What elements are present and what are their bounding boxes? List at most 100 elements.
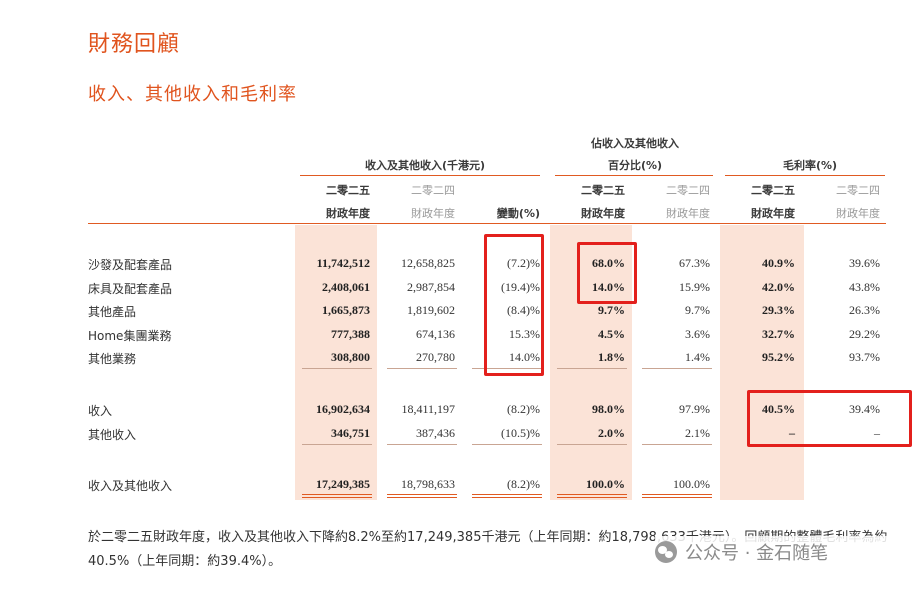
row-label: 沙發及配套產品 [88, 258, 173, 272]
subtotal-rule-rev-2024 [387, 368, 457, 369]
header-gm-2025-fy: 財政年度 [751, 207, 795, 220]
total-rule-rev-2025 [302, 444, 372, 445]
double-rule-pct-2025-a [557, 494, 627, 495]
cell-change: (8.4)% [507, 303, 540, 317]
section-title: 收入、其他收入和毛利率 [88, 84, 297, 105]
cell-gm-2024: – [874, 426, 880, 440]
cell-pct-2025: 4.5% [598, 327, 625, 341]
cell-rev-2025: 11,742,512 [316, 256, 370, 270]
double-rule-rev-2025-a [302, 494, 372, 495]
wechat-icon [655, 541, 677, 563]
header-rule [88, 223, 886, 224]
subtotal-rule-change [472, 368, 542, 369]
row-label: 其他收入 [88, 428, 137, 442]
total-rule-rev-2024 [387, 444, 457, 445]
cell-pct-2025: 9.7% [598, 303, 625, 317]
row-label: 其他產品 [88, 305, 137, 319]
header-gm-2024-fy: 財政年度 [836, 207, 880, 220]
shade-col-revenue-2025 [295, 225, 377, 500]
cell-change: (7.2)% [507, 256, 540, 270]
cell-pct-2024: 67.3% [679, 256, 710, 270]
cell-pct-2024: 3.6% [685, 327, 710, 341]
header-gm-2025-year: 二零二五 [751, 184, 795, 197]
double-rule-rev-2024-b [387, 497, 457, 498]
double-rule-pct-2024-b [642, 497, 712, 498]
cell-pct-2024: 15.9% [679, 280, 710, 294]
header-pct-2024-fy: 財政年度 [666, 207, 710, 220]
cell-rev-2024: 1,819,602 [407, 303, 455, 317]
double-rule-rev-2024-a [387, 494, 457, 495]
cell-rev-2025: 2,408,061 [322, 280, 370, 294]
header-rev-2025-year: 二零二五 [326, 184, 370, 197]
cell-rev-2025: 346,751 [331, 426, 370, 440]
cell-gm-2025: 40.5% [762, 402, 795, 416]
cell-pct-2024: 97.9% [679, 402, 710, 416]
total-rule-change [472, 444, 542, 445]
cell-rev-2025: 308,800 [331, 350, 370, 364]
header-revenue-group: 收入及其他收入(千港元) [364, 159, 486, 172]
cell-pct-2025: 98.0% [592, 402, 625, 416]
cell-change: (8.2)% [507, 402, 540, 416]
cell-rev-2024: 674,136 [416, 327, 455, 341]
row-label: 其他業務 [88, 352, 137, 366]
header-margin-underline [725, 175, 885, 176]
cell-rev-2025: 17,249,385 [316, 477, 370, 491]
total-rule-pct-2024 [642, 444, 712, 445]
header-rev-2024-fy: 財政年度 [411, 207, 455, 220]
subtotal-rule-pct-2024 [642, 368, 712, 369]
cell-pct-2025: 14.0% [592, 280, 625, 294]
cell-gm-2025: – [789, 426, 795, 440]
cell-pct-2025: 2.0% [598, 426, 625, 440]
header-pct-2024-year: 二零二四 [666, 184, 710, 197]
header-gm-2024-year: 二零二四 [836, 184, 880, 197]
cell-gm-2025: 29.3% [762, 303, 795, 317]
row-label: 收入 [88, 404, 113, 418]
row-label: 床具及配套產品 [88, 282, 173, 296]
double-rule-pct-2025-b [557, 497, 627, 498]
cell-rev-2024: 18,411,197 [401, 402, 455, 416]
subtotal-rule-pct-2025 [557, 368, 627, 369]
header-pct-group-line1: 佔收入及其他收入 [591, 137, 679, 150]
cell-change: (8.2)% [507, 477, 540, 491]
cell-gm-2024: 39.4% [849, 402, 880, 416]
cell-gm-2025: 40.9% [762, 256, 795, 270]
cell-rev-2024: 2,987,854 [407, 280, 455, 294]
header-rev-2025-fy: 財政年度 [326, 207, 370, 220]
cell-gm-2024: 39.6% [849, 256, 880, 270]
double-rule-rev-2025-b [302, 497, 372, 498]
cell-pct-2025: 1.8% [598, 350, 625, 364]
shade-col-margin-2025 [720, 225, 804, 500]
cell-gm-2024: 26.3% [849, 303, 880, 317]
shade-col-pct-2025 [550, 225, 632, 500]
cell-rev-2024: 18,798,633 [401, 477, 455, 491]
cell-pct-2024: 1.4% [685, 350, 710, 364]
cell-change: 14.0% [509, 350, 540, 364]
header-pct-2025-fy: 財政年度 [581, 207, 625, 220]
cell-change: 15.3% [509, 327, 540, 341]
cell-pct-2024: 100.0% [673, 477, 710, 491]
cell-gm-2025: 32.7% [762, 327, 795, 341]
total-rule-pct-2025 [557, 444, 627, 445]
watermark: 公众号 · 金石随笔 [655, 536, 920, 568]
cell-change: (19.4)% [501, 280, 540, 294]
cell-gm-2024: 43.8% [849, 280, 880, 294]
cell-pct-2024: 9.7% [685, 303, 710, 317]
highlight-box-margin [747, 390, 912, 447]
header-revenue-underline [300, 175, 540, 176]
header-pct-underline [555, 175, 713, 176]
page-title: 財務回顧 [88, 32, 181, 57]
cell-rev-2024: 387,436 [416, 426, 455, 440]
cell-pct-2025: 68.0% [592, 256, 625, 270]
cell-rev-2025: 16,902,634 [316, 402, 370, 416]
cell-gm-2025: 95.2% [762, 350, 795, 364]
cell-rev-2025: 1,665,873 [322, 303, 370, 317]
double-rule-change-b [472, 497, 542, 498]
header-change: 變動(%) [496, 207, 540, 220]
cell-gm-2024: 29.2% [849, 327, 880, 341]
cell-pct-2024: 2.1% [685, 426, 710, 440]
cell-change: (10.5)% [501, 426, 540, 440]
row-label-total: 收入及其他收入 [88, 479, 173, 493]
subtotal-rule-rev-2025 [302, 368, 372, 369]
cell-rev-2025: 777,388 [331, 327, 370, 341]
cell-gm-2024: 93.7% [849, 350, 880, 364]
